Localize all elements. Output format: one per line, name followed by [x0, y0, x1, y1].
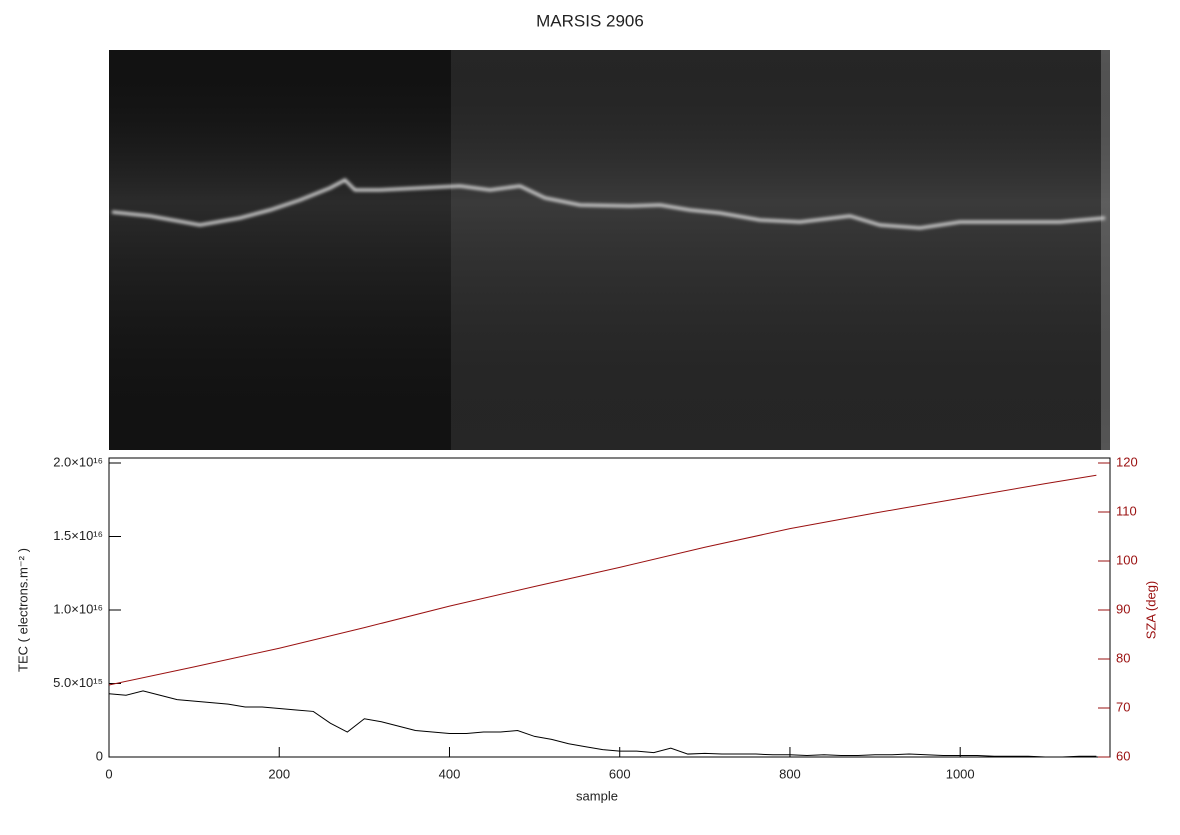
- x-tick-label: 0: [105, 766, 112, 781]
- y-tick-label: 2.0×10¹⁶: [53, 454, 103, 469]
- y-tick-label: 0: [96, 748, 103, 763]
- y-tick-label: 1.0×10¹⁶: [53, 601, 103, 616]
- x-tick-label: 800: [779, 766, 801, 781]
- y2-axis-label: SZA (deg): [1143, 581, 1158, 640]
- y2-tick-label: 80: [1116, 650, 1130, 665]
- y-tick-label: 1.5×10¹⁶: [53, 528, 103, 543]
- data-line: [108, 474, 1097, 686]
- y-tick-label: 5.0×10¹⁵: [53, 675, 103, 690]
- y2-tick-label: 120: [1116, 454, 1138, 469]
- y2-tick-label: 90: [1116, 601, 1130, 616]
- data-line: [108, 690, 1097, 758]
- radargram: [109, 50, 1110, 450]
- y-axis-label: TEC ( electrons.m⁻² ): [15, 548, 30, 672]
- x-axis-label: sample: [576, 788, 618, 803]
- x-tick-label: 200: [268, 766, 290, 781]
- x-tick-label: 400: [439, 766, 461, 781]
- y2-tick-label: 60: [1116, 748, 1130, 763]
- chart-title: MARSIS 2906: [536, 11, 644, 30]
- plot-frame: [108, 457, 1111, 758]
- y2-tick-label: 70: [1116, 699, 1130, 714]
- y2-tick-label: 110: [1116, 503, 1137, 518]
- x-tick-label: 600: [609, 766, 631, 781]
- x-tick-label: 1000: [946, 766, 975, 781]
- y2-tick-label: 100: [1116, 552, 1138, 567]
